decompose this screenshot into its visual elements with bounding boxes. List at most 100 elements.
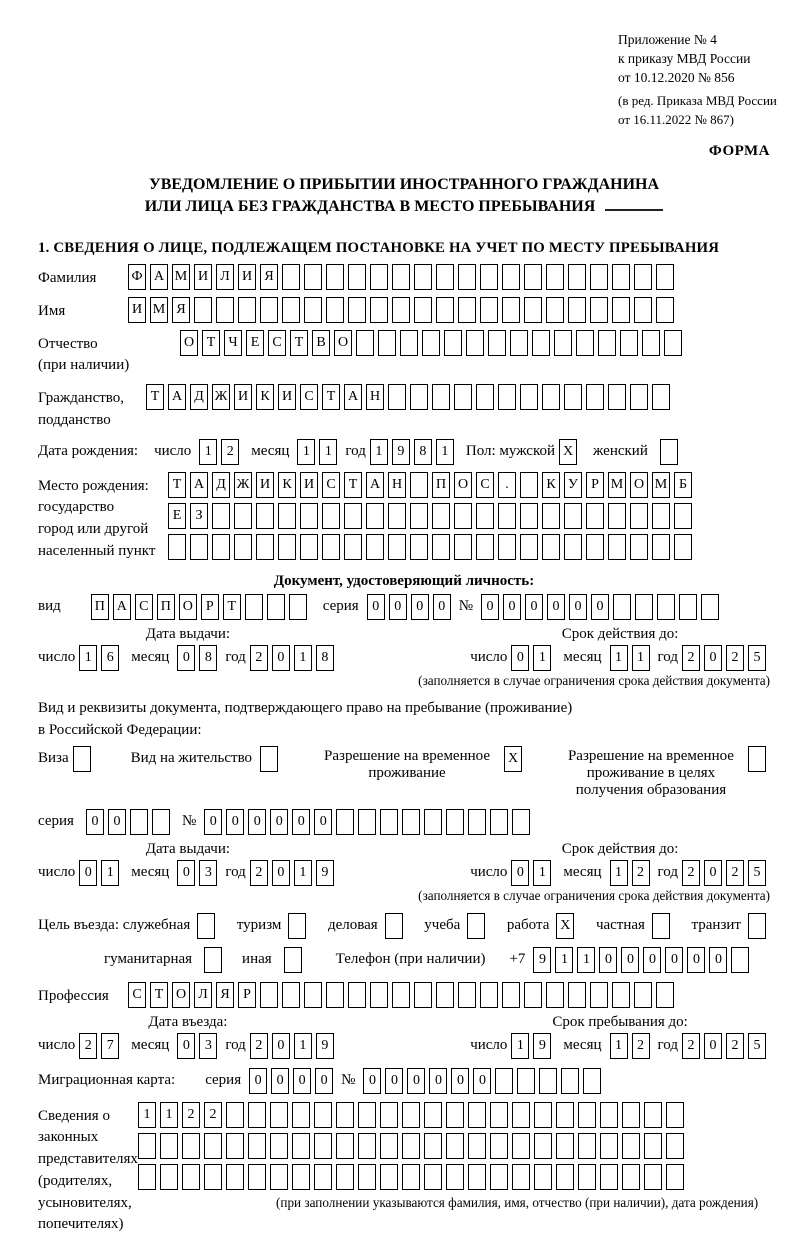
char-cell[interactable]: Т <box>146 384 164 411</box>
char-cell[interactable]: С <box>300 384 318 411</box>
char-cell[interactable] <box>432 384 450 411</box>
char-cell[interactable] <box>300 502 318 529</box>
char-cell[interactable]: 0 <box>177 859 196 886</box>
char-cell[interactable] <box>326 981 344 1008</box>
char-cell[interactable]: 0 <box>366 593 385 620</box>
char-cell[interactable]: С <box>476 471 494 498</box>
char-cell[interactable]: 1 <box>533 859 552 886</box>
char-cell[interactable] <box>358 1163 376 1190</box>
char-cell[interactable]: 0 <box>451 1067 470 1094</box>
char-cell[interactable] <box>370 981 388 1008</box>
char-cell[interactable]: 0 <box>704 644 722 671</box>
char-cell[interactable] <box>292 1163 310 1190</box>
char-cell[interactable]: Н <box>388 471 406 498</box>
char-cell[interactable] <box>520 502 538 529</box>
char-cell[interactable]: К <box>256 384 274 411</box>
char-cell[interactable] <box>282 296 300 323</box>
char-cell[interactable] <box>256 533 274 560</box>
char-cell[interactable] <box>512 1101 530 1128</box>
char-cell[interactable]: 0 <box>271 644 290 671</box>
char-cell[interactable]: О <box>178 593 197 620</box>
char-cell[interactable] <box>322 502 340 529</box>
char-cell[interactable] <box>534 1132 552 1159</box>
char-cell[interactable] <box>182 1163 200 1190</box>
char-cell[interactable] <box>556 1101 574 1128</box>
char-cell[interactable] <box>600 1163 618 1190</box>
char-cell[interactable] <box>480 981 498 1008</box>
char-cell[interactable] <box>458 981 476 1008</box>
char-cell[interactable] <box>490 1163 508 1190</box>
char-cell[interactable] <box>622 1163 640 1190</box>
char-cell[interactable] <box>644 1132 662 1159</box>
char-cell[interactable] <box>204 1132 222 1159</box>
char-cell[interactable]: С <box>128 981 146 1008</box>
char-cell[interactable] <box>410 471 428 498</box>
char-cell[interactable]: Л <box>216 263 234 290</box>
char-cell[interactable] <box>630 502 648 529</box>
char-cell[interactable]: 1 <box>435 438 454 465</box>
char-cell[interactable] <box>622 1101 640 1128</box>
char-cell[interactable] <box>402 1163 420 1190</box>
char-cell[interactable]: 0 <box>473 1067 492 1094</box>
char-cell[interactable] <box>392 263 410 290</box>
char-cell[interactable] <box>498 384 516 411</box>
char-cell[interactable] <box>446 1132 464 1159</box>
char-cell[interactable]: 0 <box>643 946 662 973</box>
char-cell[interactable] <box>283 946 302 973</box>
char-cell[interactable]: 0 <box>591 593 609 620</box>
char-cell[interactable]: 9 <box>315 1032 334 1059</box>
char-cell[interactable] <box>546 263 564 290</box>
char-cell[interactable]: 1 <box>297 438 316 465</box>
char-cell[interactable]: З <box>190 502 208 529</box>
char-cell[interactable] <box>190 533 208 560</box>
char-cell[interactable] <box>634 981 652 1008</box>
char-cell[interactable] <box>410 533 428 560</box>
char-cell[interactable] <box>392 296 410 323</box>
char-cell[interactable] <box>288 593 307 620</box>
char-cell[interactable]: Я <box>216 981 234 1008</box>
char-cell[interactable]: 0 <box>665 946 684 973</box>
char-cell[interactable]: 1 <box>293 644 312 671</box>
char-cell[interactable] <box>656 981 674 1008</box>
char-cell[interactable]: Т <box>150 981 168 1008</box>
char-cell[interactable]: О <box>334 329 352 356</box>
char-cell[interactable]: 1 <box>101 859 120 886</box>
char-cell[interactable] <box>212 502 230 529</box>
char-cell[interactable] <box>534 1101 552 1128</box>
char-cell[interactable] <box>256 502 274 529</box>
char-cell[interactable] <box>556 1163 574 1190</box>
char-cell[interactable] <box>292 1101 310 1128</box>
char-cell[interactable] <box>612 263 630 290</box>
char-cell[interactable] <box>248 1163 266 1190</box>
char-cell[interactable]: М <box>172 263 190 290</box>
char-cell[interactable] <box>608 502 626 529</box>
char-cell[interactable] <box>468 1101 486 1128</box>
char-cell[interactable] <box>380 1101 398 1128</box>
char-cell[interactable] <box>282 981 300 1008</box>
char-cell[interactable] <box>348 263 366 290</box>
char-cell[interactable] <box>468 1163 486 1190</box>
char-cell[interactable]: X <box>559 438 578 465</box>
char-cell[interactable] <box>454 533 472 560</box>
char-cell[interactable] <box>666 1101 684 1128</box>
char-cell[interactable]: Ж <box>234 471 252 498</box>
char-cell[interactable]: 1 <box>577 946 596 973</box>
char-cell[interactable] <box>138 1132 156 1159</box>
char-cell[interactable] <box>608 384 626 411</box>
char-cell[interactable] <box>266 593 285 620</box>
char-cell[interactable]: 0 <box>271 1032 290 1059</box>
char-cell[interactable]: 1 <box>631 644 650 671</box>
char-cell[interactable]: М <box>150 296 168 323</box>
char-cell[interactable]: . <box>498 471 516 498</box>
char-cell[interactable] <box>424 808 443 835</box>
char-cell[interactable] <box>568 981 586 1008</box>
char-cell[interactable] <box>248 1101 266 1128</box>
char-cell[interactable] <box>160 1132 178 1159</box>
char-cell[interactable]: 2 <box>726 1032 744 1059</box>
char-cell[interactable] <box>466 329 484 356</box>
char-cell[interactable] <box>392 981 410 1008</box>
char-cell[interactable]: Е <box>246 329 264 356</box>
char-cell[interactable]: 1 <box>293 1032 312 1059</box>
char-cell[interactable] <box>380 1163 398 1190</box>
char-cell[interactable] <box>204 946 223 973</box>
